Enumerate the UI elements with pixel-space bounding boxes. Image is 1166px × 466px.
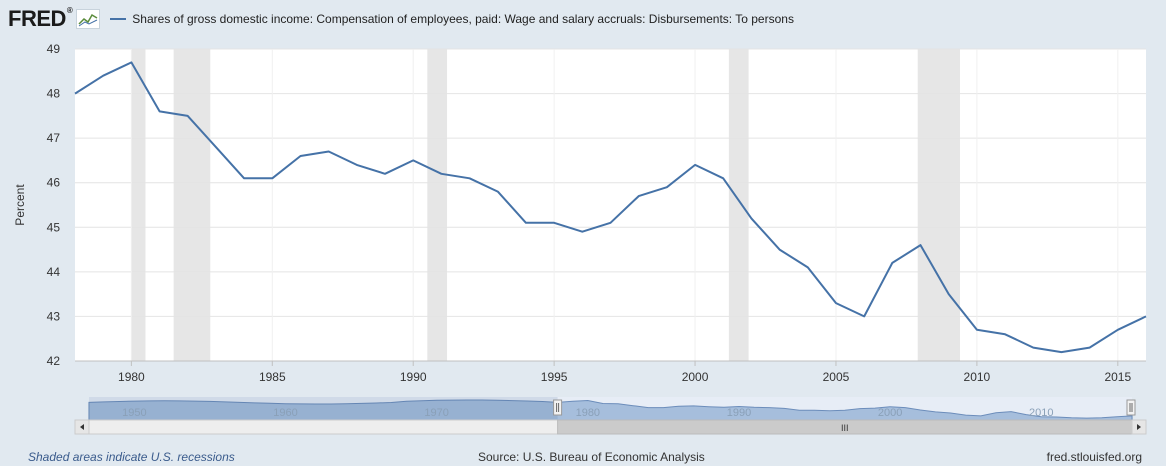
navigator-handle[interactable]	[553, 399, 563, 416]
x-tick-label: 1980	[118, 370, 145, 384]
site-link[interactable]: fred.stlouisfed.org	[1046, 450, 1142, 464]
series-line	[74, 61, 1147, 354]
series-layer	[74, 61, 1147, 354]
range-scrollbar[interactable]: III	[74, 419, 1147, 435]
x-tick-label: 1985	[259, 370, 286, 384]
navigator-tick-label: 2000	[878, 407, 902, 419]
legend-line-icon	[110, 18, 127, 20]
x-axis: 1980 1985 1990 1995 2000 2005 2010 2015	[75, 360, 1146, 384]
recession-band	[917, 49, 960, 361]
y-tick-label: 42	[47, 354, 61, 368]
arrow-left-icon	[80, 424, 84, 430]
range-navigator[interactable]: 1950 1960 1970 1980 1990 2000 2010	[88, 397, 1136, 421]
recession-band	[728, 49, 749, 361]
chart-canvas: 1980 1985 1990 1995 2000 2005 2010 2015 4243444…	[13, 42, 1147, 435]
legend: Shares of gross domestic income: Compens…	[110, 12, 794, 26]
chart-header: FRED® Shares of gross domestic income: C…	[8, 6, 794, 32]
x-tick-label: 2000	[682, 370, 709, 384]
navigator-mask-left	[89, 397, 558, 420]
y-tick-label: 46	[47, 176, 61, 190]
y-axis-label: Percent	[13, 184, 27, 226]
y-tick-label: 47	[47, 131, 61, 145]
y-axis: 42 43 44 45 46 47 48 49	[47, 42, 61, 368]
navigator-tick-label: 1970	[424, 407, 448, 419]
navigator-tick-label: 2010	[1029, 407, 1053, 419]
scrollbar-grip-icon: III	[841, 423, 849, 433]
recession-note[interactable]: Shaded areas indicate U.S. recessions	[28, 450, 235, 464]
navigator-tick-label: 1980	[576, 407, 600, 419]
series-title: Shares of gross domestic income: Compens…	[132, 12, 794, 26]
recession-band	[131, 49, 146, 361]
x-tick-label: 1995	[541, 370, 568, 384]
navigator-selection[interactable]	[557, 397, 1132, 420]
y-tick-label: 43	[47, 309, 61, 323]
navigator-tick-label: 1950	[122, 407, 146, 419]
arrow-right-icon	[1137, 424, 1141, 430]
navigator-handle[interactable]	[1126, 399, 1136, 416]
navigator-series	[88, 399, 1133, 421]
y-tick-label: 48	[47, 87, 61, 101]
x-tick-label: 2010	[964, 370, 991, 384]
y-tick-label: 49	[47, 42, 61, 56]
navigator-tick-label: 1990	[727, 407, 751, 419]
fred-graph-icon	[76, 9, 101, 29]
recession-band	[173, 49, 211, 361]
recession-band	[427, 49, 448, 361]
recession-bands	[131, 49, 960, 361]
x-tick-label: 2005	[823, 370, 850, 384]
navigator-tick-label: 1960	[273, 407, 297, 419]
fred-logo[interactable]: FRED®	[8, 6, 73, 31]
y-tick-label: 45	[47, 220, 61, 234]
source-text: Source: U.S. Bureau of Economic Analysis	[478, 450, 705, 464]
x-tick-label: 2015	[1104, 370, 1131, 384]
y-tick-label: 44	[47, 265, 61, 279]
plot-area	[75, 49, 1146, 361]
x-tick-label: 1990	[400, 370, 427, 384]
